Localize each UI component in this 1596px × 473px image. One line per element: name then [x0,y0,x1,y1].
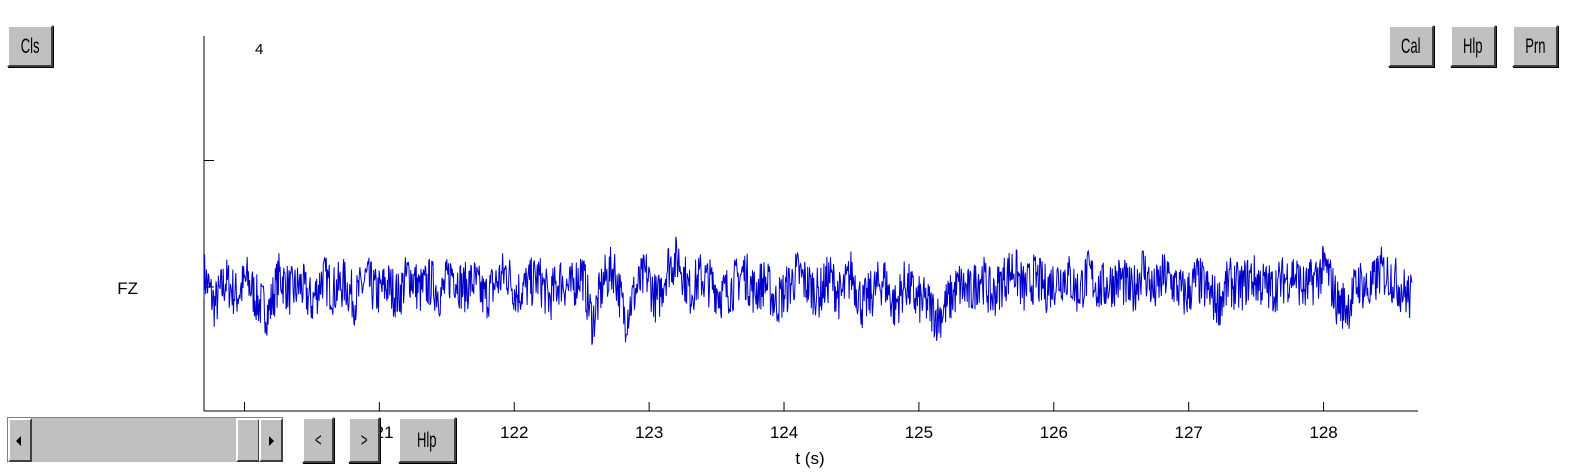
print-button[interactable]: Prn [1512,25,1558,67]
scroll-thumb[interactable] [236,418,260,462]
left-arrow-icon [16,436,21,446]
close-button[interactable]: Cls [7,25,53,67]
x-tick-label: 127 [1175,423,1203,442]
time-scrollbar[interactable] [7,417,284,463]
x-tick-label: 126 [1040,423,1068,442]
chart-axes [203,36,1418,412]
help-button-top[interactable]: Hlp [1450,25,1496,67]
next-page-label: > [360,430,368,450]
x-tick-label: 123 [635,423,663,442]
help-button-bottom-label: Hlp [417,428,437,452]
previous-page-button[interactable]: < [302,417,334,463]
x-tick-label: 125 [905,423,933,442]
next-page-button[interactable]: > [348,417,380,463]
previous-page-label: < [314,430,322,450]
eeg-trace-line [203,236,1413,345]
scroll-right-button[interactable] [259,418,283,462]
scale-label: 4 [255,41,263,58]
help-button-top-label: Hlp [1463,34,1483,58]
x-axis-label: t (s) [795,449,824,468]
x-tick-label: 124 [770,423,798,442]
help-button-bottom[interactable]: Hlp [398,417,456,463]
x-tick-labels: 121122123124125126127128 [365,423,1338,442]
calibrate-button-label: Cal [1401,34,1421,58]
scroll-left-button[interactable] [8,418,32,462]
calibrate-button[interactable]: Cal [1388,25,1434,67]
x-tick-label: 128 [1309,423,1337,442]
channel-label: FZ [117,279,138,298]
right-arrow-icon [269,436,274,446]
print-button-label: Prn [1524,34,1546,58]
close-button-label: Cls [20,34,40,58]
x-tick-label: 122 [500,423,528,442]
